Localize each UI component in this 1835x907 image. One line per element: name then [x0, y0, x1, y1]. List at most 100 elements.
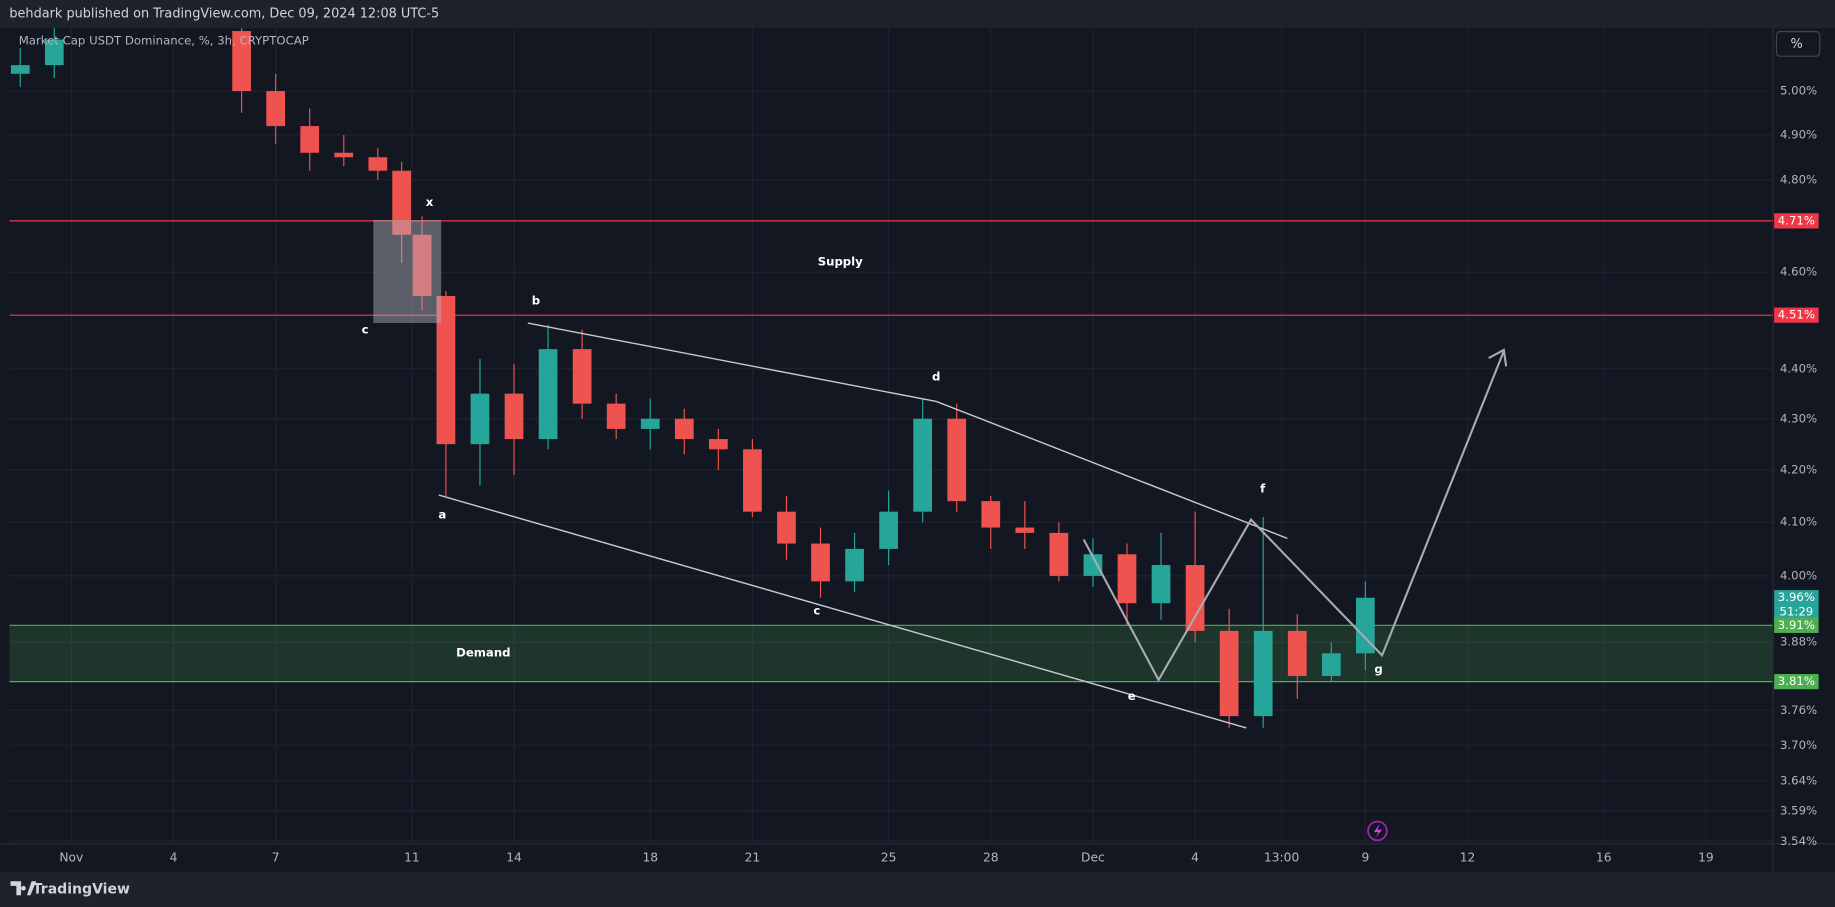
candle-body	[538, 349, 558, 440]
candle-body	[674, 418, 694, 440]
x-tick-label: 7	[272, 850, 280, 864]
projection-path	[1082, 350, 1505, 683]
candle-body	[1355, 597, 1375, 654]
wave-label: g	[1374, 662, 1382, 676]
candle-body	[368, 157, 388, 171]
wave-label: d	[932, 369, 940, 383]
wave-label: f	[1260, 482, 1266, 496]
footer-logo	[10, 881, 37, 896]
x-tick-label: 25	[881, 850, 897, 864]
footer-bar	[0, 871, 1835, 907]
y-tick-label: 3.88%	[1780, 635, 1817, 649]
candle-body	[1117, 554, 1137, 604]
trend-line	[438, 494, 1247, 729]
price-tag-label: 3.91%	[1778, 618, 1815, 632]
candle-body	[1219, 630, 1239, 717]
candle-body	[504, 393, 524, 440]
candle-body	[811, 543, 830, 582]
x-tick-label: 4	[170, 850, 178, 864]
candle-body	[232, 31, 251, 92]
demand-zone	[9, 625, 1773, 682]
y-tick-label: 4.30%	[1780, 411, 1817, 425]
chart-title: Market Cap USDT Dominance, %, 3h, CRYPTO…	[19, 33, 309, 47]
wave-label: e	[1128, 689, 1136, 703]
candle-body	[392, 170, 412, 235]
trend-line	[527, 322, 937, 403]
candle-body	[913, 418, 933, 512]
x-tick-label: 11	[404, 850, 420, 864]
y-tick-label: 4.40%	[1780, 361, 1817, 375]
price-tag-label: 4.71%	[1778, 213, 1815, 227]
x-tick-label: 18	[642, 850, 658, 864]
candle-body	[436, 295, 456, 445]
candle-body	[10, 65, 30, 74]
x-tick-label: Dec	[1081, 850, 1105, 864]
trend-line	[935, 400, 1288, 539]
candle-body	[777, 511, 796, 544]
x-tick-label: 19	[1698, 850, 1714, 864]
y-tick-label: 3.76%	[1780, 703, 1817, 717]
x-tick-label: Nov	[59, 850, 83, 864]
y-tick-label: 3.59%	[1780, 803, 1817, 817]
header-bar	[0, 0, 1835, 29]
x-tick-label: 28	[983, 850, 999, 864]
arrow-head	[1488, 348, 1508, 367]
y-tick-label: 4.60%	[1780, 265, 1817, 279]
candle-body	[981, 501, 1001, 528]
candle-body	[845, 548, 864, 582]
countdown-label: 51:29	[1780, 604, 1814, 618]
x-tick-label: 4	[1191, 850, 1199, 864]
y-tick-label: 5.00%	[1780, 84, 1817, 98]
candle-body	[879, 511, 898, 549]
y-tick-label: 4.10%	[1780, 515, 1817, 529]
x-tick-label: 12	[1460, 850, 1476, 864]
y-tick-label: 3.54%	[1780, 834, 1817, 848]
event-icon[interactable]	[1367, 820, 1388, 842]
x-tick-label: 9	[1361, 850, 1369, 864]
y-tick-label: 4.20%	[1780, 462, 1817, 476]
footer-brand: TradingView	[33, 881, 130, 897]
candle-body	[572, 349, 592, 404]
price-tag-label: 3.81%	[1778, 674, 1815, 688]
price-tag	[1774, 213, 1819, 229]
candle-body	[640, 418, 660, 429]
price-tag	[1774, 674, 1819, 690]
y-tick-label: 4.90%	[1780, 127, 1817, 141]
price-tag	[1774, 617, 1819, 633]
plot-area	[9, 28, 1773, 844]
zone-label: Demand	[456, 646, 510, 660]
candle-body	[1253, 630, 1273, 717]
x-tick-label: 13:00	[1264, 850, 1299, 864]
candle-body	[1049, 532, 1069, 576]
candle-body	[334, 152, 354, 158]
event-icon-bolt	[1373, 823, 1383, 838]
wave-label: b	[532, 293, 540, 307]
candle-body	[947, 418, 967, 502]
scale-button[interactable]	[1775, 31, 1821, 57]
candle-body	[1015, 527, 1035, 533]
candle-body	[606, 403, 626, 429]
x-tick-label: 21	[745, 850, 761, 864]
price-tag	[1774, 307, 1819, 323]
header-text: behdark published on TradingView.com, De…	[9, 7, 439, 22]
price-tag-label: 4.51%	[1778, 308, 1815, 322]
wave-label: a	[438, 507, 446, 521]
y-tick-label: 4.80%	[1780, 172, 1817, 186]
wave-label: c	[362, 323, 369, 337]
zone-label: Supply	[818, 255, 863, 269]
candle-body	[1151, 565, 1171, 604]
wave-label: x	[426, 195, 434, 209]
price-tag-label: 3.96%	[1778, 590, 1815, 604]
candle-body	[708, 439, 728, 450]
candle-body	[44, 39, 64, 66]
candle-body	[1083, 554, 1103, 576]
candle-body	[743, 449, 762, 512]
candle-body	[1287, 630, 1307, 676]
y-tick-label: 4.00%	[1780, 568, 1817, 582]
y-tick-label: 3.70%	[1780, 738, 1817, 752]
candle-body	[412, 234, 432, 296]
candle-body	[1321, 653, 1341, 676]
price-tag	[1774, 590, 1819, 621]
